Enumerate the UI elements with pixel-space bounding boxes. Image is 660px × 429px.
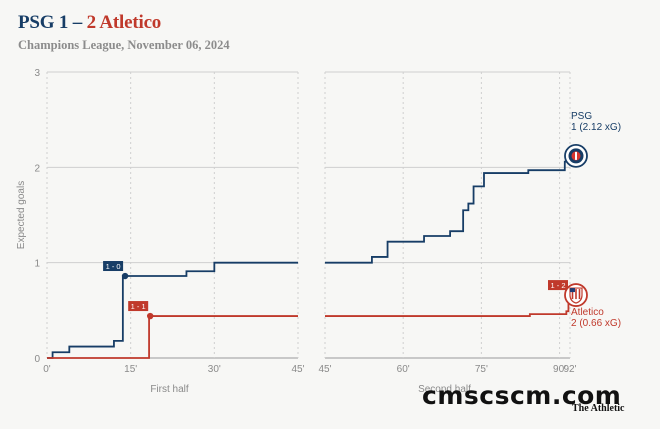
- goal-score-tag: [128, 301, 149, 312]
- goal-marker: [146, 312, 154, 320]
- watermark-text: cmscscm.com: [422, 381, 622, 410]
- publisher-logo-text: The Athletic: [572, 403, 625, 414]
- goal-score-label: 1 - 1: [131, 302, 146, 311]
- x-tick-label: 60': [397, 364, 410, 375]
- x-tick-label: 90': [553, 364, 566, 375]
- y-tick-label: 3: [34, 68, 40, 79]
- score-dash: –: [68, 12, 87, 33]
- goal-marker: [121, 272, 129, 280]
- x-tick-label: 45': [291, 364, 304, 375]
- series-line-home-second-half: [325, 155, 571, 264]
- goal-score-tag: [103, 261, 124, 272]
- y-tick-label: 2: [34, 163, 40, 174]
- chart-title: PSG 1 – 2 Atletico: [18, 12, 161, 34]
- series-end-label-name: PSG: [571, 111, 592, 122]
- chart-subtitle: Champions League, November 06, 2024: [18, 38, 230, 52]
- series-line-away-first-half: [47, 315, 298, 359]
- series-end-label-value: 2 (0.66 xG): [571, 318, 621, 329]
- x-tick-label: 92': [563, 364, 576, 375]
- psg-crest-tower-icon: [575, 151, 577, 160]
- home-score-text: PSG 1: [18, 12, 69, 33]
- panel-label: First half: [150, 384, 189, 395]
- series-end-label-value: 1 (2.12 xG): [571, 122, 621, 133]
- away-score-text: 2 Atletico: [86, 12, 162, 33]
- atletico-crest-canton-icon: [570, 288, 575, 293]
- goal-score-tag: [548, 280, 568, 291]
- y-axis-label: Expected goals: [16, 181, 27, 249]
- x-tick-label: 30': [208, 364, 221, 375]
- series-end-label-name: Atletico: [571, 307, 604, 318]
- series-line-away-second-half: [325, 294, 570, 317]
- x-tick-label: 15': [124, 364, 137, 375]
- panel-label: Second half: [418, 384, 471, 395]
- x-tick-label: 75': [475, 364, 488, 375]
- series-line-home-first-half: [47, 261, 298, 359]
- x-tick-label: 45': [318, 364, 331, 375]
- y-tick-label: 1: [34, 259, 40, 270]
- y-tick-label: 0: [34, 354, 40, 365]
- x-tick-label: 0': [43, 364, 51, 375]
- goal-score-label: 1 - 2: [550, 281, 565, 290]
- goal-score-label: 1 - 0: [106, 262, 121, 271]
